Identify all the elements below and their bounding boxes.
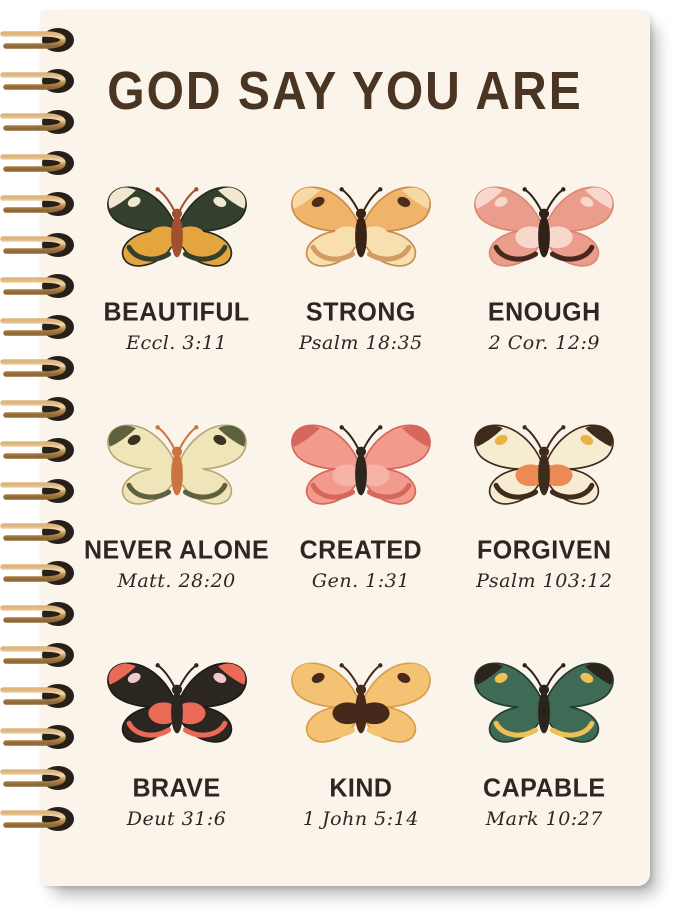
affirmation-word: BRAVE [132,773,221,803]
affirmation-word: STRONG [305,297,416,327]
verse-reference: 2 Cor. 12:9 [488,332,600,354]
affirmation-cell: NEVER ALONE Matt. 28:20 [84,394,269,632]
binding-coil [0,723,80,751]
salmon-pink-butterfly [460,162,628,294]
binding-coil [0,682,80,710]
verse-reference: Psalm 103:12 [476,570,613,592]
verse-reference: Eccl. 3:11 [126,332,228,354]
verse-reference: Matt. 28:20 [117,570,236,592]
golden-yellow-butterfly [277,162,445,294]
affirmation-cell: CREATED Gen. 1:31 [269,394,452,632]
binding-coil [0,231,80,259]
binding-coil [0,149,80,177]
binding-coil [0,436,80,464]
binding-coil [0,190,80,218]
binding-coil [0,805,80,833]
verse-reference: Psalm 18:35 [298,332,423,354]
binding-coil [0,313,80,341]
binding-coil [0,108,80,136]
affirmation-word: CAPABLE [483,773,606,803]
affirmation-cell: BRAVE Deut 31:6 [84,632,269,870]
binding-coil [0,641,80,669]
binding-coil [0,395,80,423]
affirmation-cell: BEAUTIFUL Eccl. 3:11 [84,156,269,394]
binding-coil [0,477,80,505]
affirmation-cell: KIND 1 John 5:14 [269,632,452,870]
affirmation-word: CREATED [299,535,423,565]
affirmation-cell: FORGIVEN Psalm 103:12 [453,394,636,632]
affirmation-grid: BEAUTIFUL Eccl. 3:11 STRONG Psalm 18:35 ENOU… [84,156,636,870]
verse-reference: Gen. 1:31 [311,570,410,592]
affirmation-word: FORGIVEN [477,535,612,565]
affirmation-word: KIND [329,773,393,803]
binding-coil [0,354,80,382]
notebook-cover: GOD SAY YOU ARE BEAUTIFUL Eccl. 3:11 STRON… [40,10,650,886]
cream-swallowtail-butterfly [460,400,628,532]
binding-coil [0,518,80,546]
verse-reference: Mark 10:27 [485,808,603,830]
black-coral-admiral-butterfly [93,638,261,770]
binding-coil [0,764,80,792]
affirmation-cell: ENOUGH 2 Cor. 12:9 [453,156,636,394]
affirmation-word: NEVER ALONE [84,535,270,565]
pink-morpho-butterfly [277,400,445,532]
binding-coil [0,67,80,95]
binding-coil [0,559,80,587]
binding-coil [0,272,80,300]
binding-coil [0,26,80,54]
dark-green-cream-orange-butterfly [93,162,261,294]
affirmation-cell: STRONG Psalm 18:35 [269,156,452,394]
cover-title: GOD SAY YOU ARE [107,61,583,122]
spiral-binding [0,26,82,846]
affirmation-cell: CAPABLE Mark 10:27 [453,632,636,870]
teal-green-gold-butterfly [460,638,628,770]
verse-reference: 1 John 5:14 [302,808,419,830]
affirmation-word: BEAUTIFUL [103,297,250,327]
affirmation-word: ENOUGH [487,297,601,327]
binding-coil [0,600,80,628]
verse-reference: Deut 31:6 [126,808,227,830]
yellow-dark-center-butterfly [277,638,445,770]
pale-yellow-olive-butterfly [93,400,261,532]
